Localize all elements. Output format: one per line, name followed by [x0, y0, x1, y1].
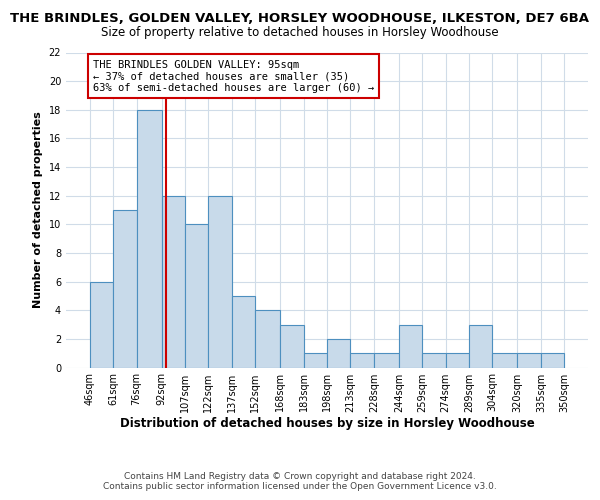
Bar: [280, 324, 304, 368]
Text: Contains HM Land Registry data © Crown copyright and database right 2024.: Contains HM Land Registry data © Crown c…: [124, 472, 476, 481]
Bar: [374, 353, 399, 368]
X-axis label: Distribution of detached houses by size in Horsley Woodhouse: Distribution of detached houses by size …: [119, 418, 535, 430]
Bar: [185, 224, 208, 368]
Bar: [399, 324, 422, 368]
Bar: [232, 296, 255, 368]
Bar: [517, 353, 541, 368]
Bar: [161, 196, 185, 368]
Text: Contains public sector information licensed under the Open Government Licence v3: Contains public sector information licen…: [103, 482, 497, 491]
Bar: [541, 353, 564, 368]
Bar: [327, 339, 350, 368]
Bar: [446, 353, 469, 368]
Bar: [304, 353, 327, 368]
Text: THE BRINDLES, GOLDEN VALLEY, HORSLEY WOODHOUSE, ILKESTON, DE7 6BA: THE BRINDLES, GOLDEN VALLEY, HORSLEY WOO…: [11, 12, 589, 26]
Bar: [493, 353, 517, 368]
Bar: [113, 210, 137, 368]
Bar: [208, 196, 232, 368]
Bar: [469, 324, 493, 368]
Bar: [422, 353, 446, 368]
Text: Size of property relative to detached houses in Horsley Woodhouse: Size of property relative to detached ho…: [101, 26, 499, 39]
Text: THE BRINDLES GOLDEN VALLEY: 95sqm
← 37% of detached houses are smaller (35)
63% : THE BRINDLES GOLDEN VALLEY: 95sqm ← 37% …: [93, 60, 374, 93]
Bar: [255, 310, 280, 368]
Bar: [137, 110, 161, 368]
Y-axis label: Number of detached properties: Number of detached properties: [33, 112, 43, 308]
Bar: [350, 353, 374, 368]
Bar: [90, 282, 113, 368]
